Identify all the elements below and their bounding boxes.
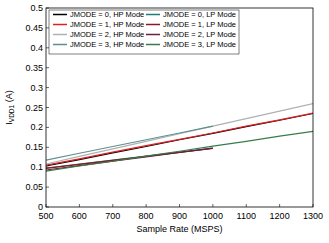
legend-swatch: [53, 24, 67, 26]
y-tick: [46, 107, 49, 108]
y-tick-label: 0.3: [30, 83, 43, 93]
legend-label: JMODE = 3, HP Mode: [70, 40, 144, 49]
legend: JMODE = 0, HP ModeJMODE = 0, LP ModeJMOD…: [49, 10, 239, 54]
series-line: [46, 104, 313, 165]
legend-label: JMODE = 3, LP Mode: [163, 40, 236, 49]
y-label-sub: VDD1: [8, 104, 15, 122]
x-tick: [112, 204, 113, 207]
y-axis-label: IVDD1 (A): [4, 90, 15, 124]
y-tick: [46, 187, 49, 188]
y-tick: [46, 27, 49, 28]
legend-label: JMODE = 2, HP Mode: [70, 30, 144, 39]
legend-label: JMODE = 0, HP Mode: [70, 10, 144, 19]
x-tick-label: 1300: [303, 211, 323, 221]
y-label-part: (A): [4, 90, 14, 105]
x-tick-label: 1100: [237, 211, 256, 221]
y-tick: [46, 87, 49, 88]
y-tick-label: 0.15: [25, 142, 43, 152]
y-tick: [46, 147, 49, 148]
y-tick-label: 0.2: [30, 122, 43, 132]
y-tick-label: 0.1: [30, 162, 43, 172]
legend-swatch: [53, 34, 67, 36]
legend-label: JMODE = 1, HP Mode: [70, 20, 144, 29]
y-tick-label: 0.05: [25, 182, 43, 192]
legend-swatch: [146, 14, 160, 16]
series-line: [46, 126, 213, 160]
y-tick-label: 0.35: [25, 63, 43, 73]
y-tick-label: 0.4: [30, 43, 43, 53]
series-line: [46, 131, 313, 171]
y-tick-label: 0.25: [25, 103, 43, 113]
y-tick-label: 0.45: [25, 23, 43, 33]
y-tick: [46, 47, 49, 48]
y-tick-label: 0.5: [30, 3, 43, 13]
legend-box: [49, 10, 239, 54]
legend-label: JMODE = 2, LP Mode: [163, 30, 236, 39]
x-tick-label: 600: [72, 211, 87, 221]
y-tick: [46, 67, 49, 68]
plot-frame: [46, 8, 313, 207]
series-line: [46, 113, 313, 165]
x-tick: [212, 204, 213, 207]
y-tick: [46, 127, 49, 128]
legend-label: JMODE = 1, LP Mode: [163, 20, 236, 29]
legend-swatch: [53, 14, 67, 16]
x-axis-label: Sample Rate (MSPS): [136, 224, 222, 234]
legend-swatch: [146, 44, 160, 46]
legend-label: JMODE = 0, LP Mode: [163, 10, 236, 19]
x-tick-label: 1200: [270, 211, 290, 221]
legend-swatch: [146, 24, 160, 26]
legend-swatch: [53, 44, 67, 46]
legend-swatch: [146, 34, 160, 36]
x-tick: [79, 204, 80, 207]
x-tick: [246, 204, 247, 207]
x-tick-label: 500: [38, 211, 53, 221]
chart: 00.050.10.150.20.250.30.350.40.450.55006…: [0, 0, 329, 243]
x-tick: [146, 204, 147, 207]
x-tick-label: 700: [105, 211, 120, 221]
x-tick: [179, 204, 180, 207]
x-tick-label: 800: [139, 211, 154, 221]
x-tick-label: 900: [172, 211, 187, 221]
x-tick-label: 1000: [203, 211, 223, 221]
series-line: [46, 113, 313, 166]
plot-lines: [46, 104, 313, 172]
x-tick: [279, 204, 280, 207]
